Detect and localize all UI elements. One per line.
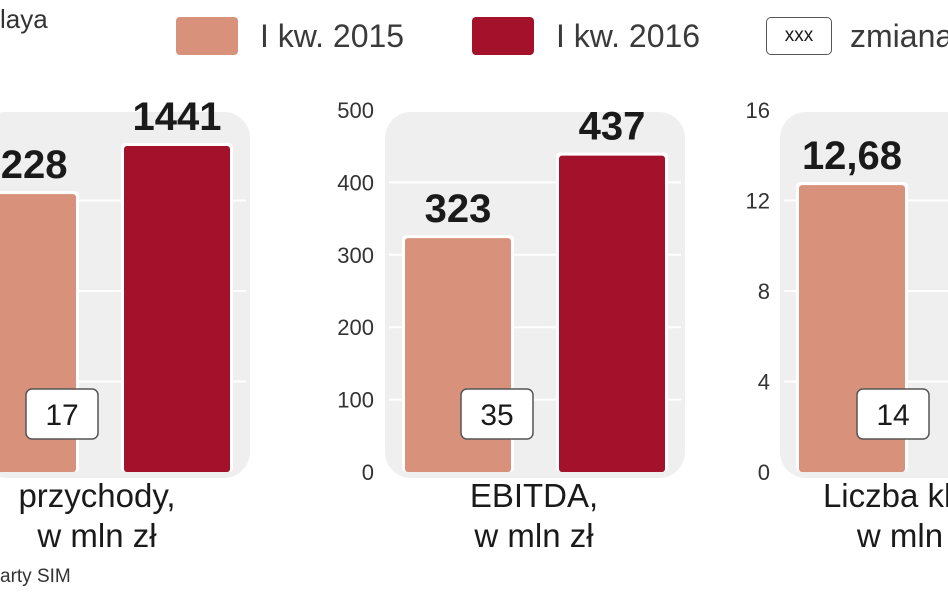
chart-title-line: EBITDA, xyxy=(470,477,598,514)
y-tick-label: 100 xyxy=(337,388,374,413)
legend-label-change: zmiana xyxy=(850,17,948,54)
bar-value-label: 12,68 xyxy=(802,134,902,178)
bar-value-label: 437 xyxy=(579,105,646,149)
y-tick-label: 16 xyxy=(746,98,770,123)
bar-value-label: 323 xyxy=(425,187,492,231)
legend-item-2016: I kw. 2016 xyxy=(472,14,700,58)
chart-title-line: w mln zł xyxy=(36,517,157,554)
change-box xyxy=(856,388,930,440)
y-tick-label: 12 xyxy=(746,189,770,214)
chart-title-line: Liczba klie xyxy=(823,477,948,514)
bar-2016 xyxy=(124,145,230,472)
legend-change-box: xxx xyxy=(766,17,832,55)
y-tick-label: 0 xyxy=(758,460,770,485)
legend-swatch-2015 xyxy=(176,17,238,55)
change-value: 35 xyxy=(480,399,513,432)
legend-label-2016: I kw. 2016 xyxy=(556,17,701,54)
legend-item-change: xxx zmiana xyxy=(766,14,948,58)
chart-2: 0 100 200 300 400 500 323 437 35 EBITDA,w mln zł xyxy=(337,98,685,554)
bar-value-label: 1441 xyxy=(133,95,222,139)
change-box xyxy=(25,388,99,440)
source-note-top: laya xyxy=(0,4,48,34)
y-tick-label: 300 xyxy=(337,243,374,268)
y-tick-label: 4 xyxy=(758,370,770,395)
chart-title-line: przychody, xyxy=(18,477,175,514)
y-tick-label: 500 xyxy=(337,98,374,123)
source-note-bottom: arty SIM xyxy=(0,566,71,587)
chart-title-line: w mln xyxy=(856,517,943,554)
change-box xyxy=(460,388,534,440)
bar-2016 xyxy=(559,155,665,472)
y-tick-label: 400 xyxy=(337,170,374,195)
change-value: 17 xyxy=(45,399,78,432)
legend-label-2015: I kw. 2015 xyxy=(260,17,405,54)
bar-value-label: 1228 xyxy=(0,143,67,187)
chart-1: 1228 1441 17 przychody,w mln zł xyxy=(0,95,250,554)
y-tick-label: 8 xyxy=(758,279,770,304)
legend-item-2015: I kw. 2015 xyxy=(176,14,404,58)
chart-title-line: w mln zł xyxy=(473,517,594,554)
legend-swatch-2016 xyxy=(472,17,534,55)
y-tick-label: 200 xyxy=(337,315,374,340)
y-tick-label: 0 xyxy=(362,460,374,485)
change-value: 14 xyxy=(876,399,909,432)
